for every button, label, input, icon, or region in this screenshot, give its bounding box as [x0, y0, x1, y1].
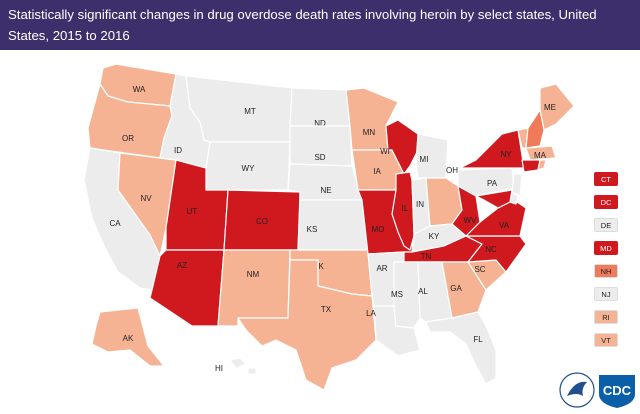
state-ny-shape [459, 129, 525, 169]
state-wa-label: WA [133, 85, 146, 94]
state-mn-label: MN [363, 128, 376, 137]
state-me-label: ME [544, 103, 556, 112]
state-sd-label: SD [314, 153, 325, 162]
cdc-badge-icon: CDC [599, 375, 635, 408]
state-fl-label: FL [473, 335, 483, 344]
state-ct-shape [521, 159, 541, 173]
state-co-label: CO [256, 217, 268, 226]
state-ak[interactable]: AK [91, 307, 165, 367]
state-ma-shape [525, 145, 557, 161]
state-il-shape [391, 171, 415, 251]
state-sc-label: SC [474, 265, 485, 274]
state-wi-shape [385, 119, 421, 175]
state-ms[interactable]: MS [391, 261, 421, 329]
state-wi-label: WI [380, 147, 390, 156]
state-ca-label: CA [109, 219, 121, 228]
state-mo-label: MO [372, 225, 385, 234]
state-nh-vt[interactable] [475, 109, 547, 209]
legend: CT DC DE MD NH NJ RI VT [594, 172, 624, 356]
state-az-label: AZ [177, 261, 187, 270]
state-oh-label: OH [446, 166, 458, 175]
state-ut-label: UT [187, 207, 198, 216]
legend-item-dc[interactable]: DC [594, 195, 618, 209]
state-mt-shape [185, 75, 293, 143]
state-tx[interactable]: TX [237, 259, 377, 391]
state-nj-shape [511, 173, 523, 197]
state-ks[interactable]: KS [297, 199, 369, 251]
state-fl[interactable]: FL [425, 311, 497, 385]
state-ky-label: KY [429, 232, 440, 241]
state-wy-label: WY [242, 164, 256, 173]
state-in-label: IN [416, 200, 424, 209]
state-ny-label: NY [500, 150, 512, 159]
state-ar-label: AR [376, 264, 387, 273]
state-va-label: VA [499, 221, 510, 230]
state-az[interactable]: AZ [149, 249, 225, 327]
state-nd-label: ND [314, 119, 326, 128]
state-il-label: IL [402, 204, 409, 213]
state-mt-label: MT [244, 107, 256, 116]
legend-item-de[interactable]: DE [594, 218, 618, 232]
state-co[interactable]: CO [223, 189, 301, 251]
state-tn-label: TN [421, 252, 432, 261]
state-nh-shape [525, 109, 545, 149]
state-nm-shape [217, 249, 291, 327]
state-nm[interactable]: NM [217, 249, 291, 327]
state-tx-label: TX [321, 305, 332, 314]
state-me[interactable]: ME [539, 83, 575, 131]
state-tx-shape [237, 259, 377, 391]
chart-title: Statistically significant changes in dru… [0, 0, 640, 50]
legend-item-vt[interactable]: VT [594, 333, 618, 347]
state-la-label: LA [366, 309, 376, 318]
state-ms-label: MS [391, 290, 403, 299]
us-map: WA OR CA NV ID MT WY UT AZ CO NM [0, 50, 640, 414]
state-or-label: OR [122, 134, 134, 143]
state-pa-label: PA [487, 179, 498, 188]
state-ak-label: AK [123, 334, 134, 343]
cdc-logo: CDC [557, 370, 637, 410]
state-ma-label: MA [534, 151, 547, 160]
state-ak-shape [91, 307, 165, 367]
state-ga-label: GA [450, 284, 462, 293]
state-ny[interactable]: NY [459, 129, 525, 169]
cdc-logo-text: CDC [603, 383, 632, 398]
state-mi-label: MI [420, 155, 429, 164]
legend-item-ct[interactable]: CT [594, 172, 618, 186]
state-il[interactable]: IL [391, 171, 415, 251]
state-wi[interactable]: WI [380, 119, 421, 175]
state-nc-label: NC [485, 245, 497, 254]
state-fl-shape [425, 311, 497, 385]
legend-item-nh[interactable]: NH [594, 264, 618, 278]
state-nv-label: NV [140, 194, 152, 203]
state-ne-label: NE [320, 186, 331, 195]
state-hi[interactable]: HI [215, 357, 257, 375]
state-nc[interactable]: NC [465, 235, 527, 273]
state-hi-shape [229, 357, 257, 375]
state-sd[interactable]: SD [289, 125, 353, 167]
state-wy[interactable]: WY [205, 141, 291, 191]
state-ga-shape [441, 261, 487, 319]
legend-item-ri[interactable]: RI [594, 310, 618, 324]
state-ga[interactable]: GA [441, 261, 487, 319]
state-wv-label: WV [464, 216, 478, 225]
state-ma[interactable]: MA [525, 145, 557, 161]
state-mi[interactable]: MI [415, 133, 449, 179]
state-ks-label: KS [307, 225, 318, 234]
state-mt[interactable]: MT [185, 75, 293, 143]
state-nd[interactable]: ND [289, 87, 351, 128]
legend-item-nj[interactable]: NJ [594, 287, 618, 301]
state-md-shape [475, 189, 513, 209]
state-ia-label: IA [373, 167, 381, 176]
state-ri-shape [537, 159, 547, 171]
state-nm-label: NM [247, 270, 260, 279]
state-al-label: AL [418, 287, 428, 296]
state-id-label: ID [174, 146, 182, 155]
legend-item-md[interactable]: MD [594, 241, 618, 255]
state-hi-label: HI [215, 364, 223, 373]
hhs-eagle-icon [559, 372, 595, 408]
state-nc-shape [465, 235, 527, 273]
